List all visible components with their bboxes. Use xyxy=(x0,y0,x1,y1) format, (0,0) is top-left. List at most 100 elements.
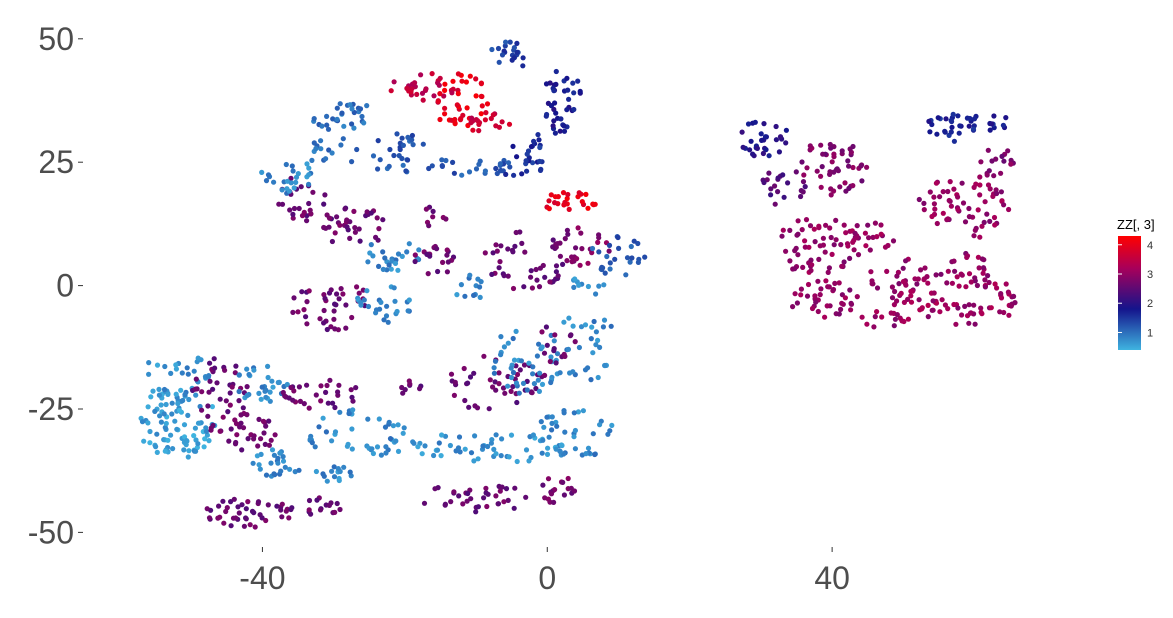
data-point-49-21 xyxy=(841,259,847,265)
data-point-31-31 xyxy=(344,217,350,223)
data-point-49-4 xyxy=(847,255,853,261)
data-point-19-14 xyxy=(547,358,553,365)
data-point-17-39 xyxy=(536,388,543,394)
data-point-59-6 xyxy=(998,170,1004,176)
data-point-40-9 xyxy=(391,79,397,85)
data-point-20-37 xyxy=(356,290,362,296)
data-point-44-35 xyxy=(552,100,558,106)
data-point-49-45 xyxy=(808,267,814,274)
data-point-12-26 xyxy=(597,422,603,428)
data-point-40-26 xyxy=(436,82,442,88)
data-point-58-0 xyxy=(977,192,983,198)
data-point-27-11 xyxy=(606,248,612,254)
data-point-46-17 xyxy=(773,123,779,130)
legend-title: ZZ[, 3] xyxy=(1117,217,1155,232)
data-point-19-1 xyxy=(552,332,558,338)
data-point-43-18 xyxy=(514,49,520,56)
data-point-43-14 xyxy=(496,59,502,65)
data-point-20-16 xyxy=(328,324,334,330)
data-point-5-21 xyxy=(280,454,286,460)
data-point-8-11 xyxy=(323,389,329,395)
data-point-47-2 xyxy=(766,170,772,176)
data-point-52-5 xyxy=(924,274,930,280)
data-point-18-10 xyxy=(608,323,614,329)
data-point-52-11 xyxy=(868,269,874,275)
data-point-29-3 xyxy=(624,255,631,261)
data-point-40-19 xyxy=(404,85,410,91)
data-point-48-23 xyxy=(820,151,826,157)
data-point-0-63 xyxy=(165,437,171,443)
data-point-0-57 xyxy=(169,411,175,417)
data-point-11-10 xyxy=(475,456,481,462)
data-point-2-28 xyxy=(212,365,218,371)
data-point-56-6 xyxy=(967,115,973,122)
data-point-26-13 xyxy=(489,271,495,277)
data-point-59-14 xyxy=(978,159,984,165)
data-point-11-14 xyxy=(383,450,389,456)
data-point-50-36 xyxy=(798,292,804,298)
data-point-25-7 xyxy=(426,223,432,229)
data-point-20-14 xyxy=(299,289,305,295)
data-point-36-12 xyxy=(386,163,392,169)
data-point-51-16 xyxy=(878,231,884,237)
data-point-26-39 xyxy=(555,273,561,279)
data-point-11-0 xyxy=(457,449,463,455)
data-point-7-5 xyxy=(326,502,332,508)
data-point-5-24 xyxy=(282,464,288,470)
data-point-49-48 xyxy=(817,243,823,249)
data-point-53-17 xyxy=(905,316,912,322)
data-point-61-23 xyxy=(1005,289,1012,295)
data-point-39-1 xyxy=(503,171,509,177)
data-point-7-14 xyxy=(306,507,312,513)
data-point-14-14 xyxy=(540,482,546,488)
data-point-57-16 xyxy=(927,189,933,195)
data-point-6-41 xyxy=(217,514,223,520)
data-point-2-32 xyxy=(227,402,233,408)
data-point-34-23 xyxy=(347,102,353,108)
data-point-43-12 xyxy=(511,55,517,61)
data-point-9-44 xyxy=(337,409,343,415)
data-point-12-37 xyxy=(554,423,560,429)
data-point-53-18 xyxy=(939,297,945,303)
data-point-31-5 xyxy=(347,235,353,241)
data-point-51-9 xyxy=(890,238,897,244)
data-point-35-1 xyxy=(329,150,335,156)
data-point-13-25 xyxy=(512,485,518,491)
data-point-26-29 xyxy=(501,273,507,279)
data-point-56-3 xyxy=(970,126,977,132)
data-point-1-0 xyxy=(150,388,156,394)
data-point-18-3 xyxy=(578,324,585,330)
data-point-6-34 xyxy=(278,507,284,513)
data-point-17-5 xyxy=(526,360,532,366)
data-point-49-11 xyxy=(833,237,839,243)
data-point-42-9 xyxy=(506,121,513,127)
data-point-21-4 xyxy=(405,308,411,314)
data-point-57-9 xyxy=(945,188,951,195)
data-point-36-11 xyxy=(403,168,409,174)
data-point-11-52 xyxy=(374,444,381,450)
data-point-6-36 xyxy=(235,504,241,510)
data-point-31-4 xyxy=(352,225,358,231)
data-point-12-14 xyxy=(557,449,563,455)
data-point-60-19 xyxy=(956,283,962,289)
data-point-0-76 xyxy=(154,449,160,455)
data-point-33-23 xyxy=(289,163,295,169)
data-point-48-10 xyxy=(831,169,837,175)
data-point-6-13 xyxy=(236,510,242,516)
data-point-1-22 xyxy=(184,365,190,371)
data-point-61-16 xyxy=(1012,300,1018,306)
data-point-9-34 xyxy=(329,438,335,444)
data-point-33-13 xyxy=(288,180,294,186)
data-point-20-39 xyxy=(306,288,312,294)
data-point-33-14 xyxy=(259,169,265,175)
data-point-10-6 xyxy=(347,469,353,475)
data-point-23-12 xyxy=(444,252,450,258)
data-point-62-10 xyxy=(972,321,978,327)
data-point-57-8 xyxy=(940,189,946,195)
data-point-44-21 xyxy=(561,128,568,134)
data-point-48-30 xyxy=(846,185,852,191)
data-point-1-28 xyxy=(146,360,152,366)
data-point-41-20 xyxy=(435,98,441,104)
data-point-21-16 xyxy=(383,313,390,319)
data-point-22-19 xyxy=(382,255,388,261)
